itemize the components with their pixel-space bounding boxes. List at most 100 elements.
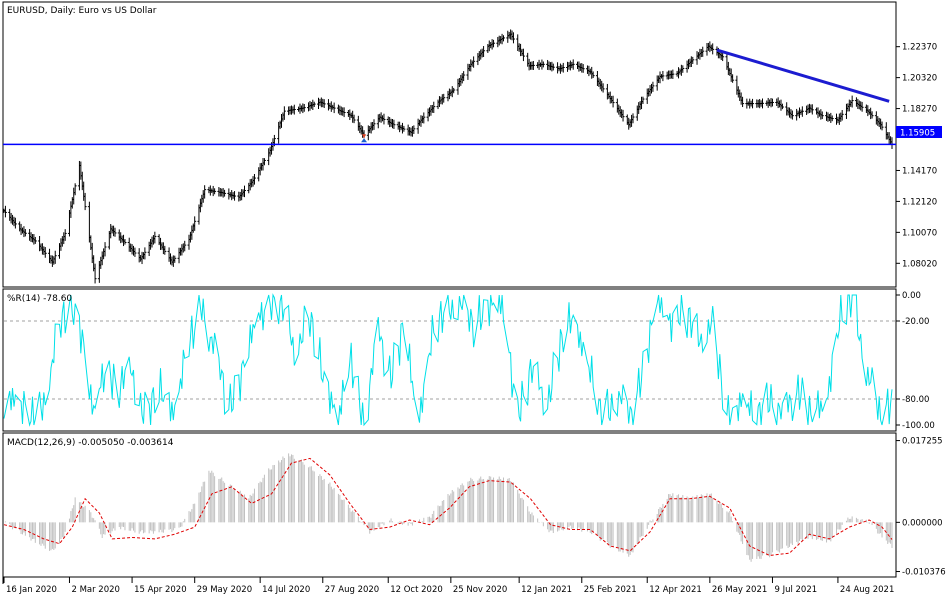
price-bar — [282, 106, 286, 120]
price-bar — [73, 183, 77, 196]
price-tick: 1.14170 — [896, 166, 937, 176]
price-tick-label: 1.20320 — [902, 74, 937, 84]
price-bar — [203, 185, 207, 199]
price-bar — [701, 46, 705, 57]
williams-label: %R(14) -78.60 — [7, 294, 72, 304]
time-tick-label: 27 Aug 2020 — [325, 585, 379, 595]
price-bar — [103, 242, 107, 257]
price-bar — [442, 93, 446, 103]
price-bar — [870, 111, 874, 119]
price-axis: 1.22370 1.20320 1.18270 1.14170 1.12120 1.100… — [896, 43, 937, 269]
price-bar — [173, 255, 177, 263]
trade-marker — [361, 134, 368, 143]
time-tick: 12 Apr 2021 — [646, 577, 702, 595]
time-tick: 29 May 2020 — [194, 577, 252, 595]
time-tick: 2 Mar 2020 — [68, 577, 120, 595]
time-tick-label: 12 Apr 2021 — [649, 585, 702, 595]
price-bar — [143, 247, 147, 260]
time-tick-label: 12 Jan 2021 — [521, 585, 572, 595]
williams-tick: -100.00 — [896, 421, 935, 431]
price-bar — [571, 59, 575, 70]
price-bar — [631, 113, 635, 124]
price-bar — [83, 192, 87, 211]
macd-tick-label: -0.010376 — [902, 568, 946, 578]
price-bar — [252, 174, 256, 185]
price-bar — [741, 96, 745, 108]
macd-panel — [2, 432, 897, 578]
price-bar — [33, 236, 37, 244]
price-bar — [472, 56, 476, 68]
price-tick-label: 1.14170 — [902, 166, 937, 176]
price-bar — [561, 62, 565, 73]
macd-histogram — [4, 453, 893, 562]
time-tick: 24 Aug 2021 — [837, 577, 894, 595]
williams-tick: -20.00 — [896, 317, 929, 327]
macd-signal-line — [3, 457, 893, 557]
price-bar — [611, 95, 615, 108]
price-bar — [621, 109, 625, 122]
price-bar — [402, 125, 406, 132]
price-bar — [820, 111, 824, 120]
price-bar — [800, 106, 804, 117]
williams-levels — [4, 320, 895, 400]
price-bar — [502, 35, 505, 42]
price-bar — [233, 191, 237, 201]
price-bar — [880, 121, 884, 131]
williams-r-line — [3, 293, 893, 427]
price-bar — [183, 240, 187, 252]
time-tick: 15 Apr 2020 — [131, 577, 187, 595]
time-tick-label: 15 Apr 2020 — [134, 585, 187, 595]
price-bar — [731, 74, 735, 83]
williams-axis: 0.00 -20.00 -80.00 -100.00 — [896, 291, 935, 431]
time-tick-label: 14 Jul 2020 — [262, 585, 310, 595]
time-tick: 14 Jul 2020 — [259, 577, 310, 595]
macd-tick-label: 0.000000 — [902, 518, 943, 528]
price-bar — [292, 104, 296, 115]
time-tick-label: 2 Mar 2020 — [71, 585, 119, 595]
price-bar — [113, 227, 117, 237]
williams-tick-label: -100.00 — [902, 421, 935, 431]
price-bar — [780, 103, 784, 110]
arrow-marker-icon — [361, 134, 368, 143]
macd-tick: 0.000000 — [896, 518, 943, 528]
macd-tick: 0.017255 — [896, 437, 943, 447]
price-bar — [322, 99, 326, 109]
time-tick: 26 May 2021 — [709, 577, 767, 595]
price-bar — [243, 185, 246, 198]
price-bar — [193, 216, 197, 231]
macd-label: MACD(12,26,9) -0.005050 -0.003614 — [7, 438, 174, 448]
price-bar — [860, 101, 864, 112]
price-tick: 1.10070 — [896, 228, 937, 238]
time-tick: 25 Nov 2020 — [450, 577, 507, 595]
trendline[interactable] — [716, 48, 890, 103]
price-bar — [23, 229, 27, 237]
time-tick-label: 12 Oct 2020 — [390, 585, 443, 595]
williams-tick-label: -80.00 — [902, 395, 929, 405]
price-bar — [262, 158, 266, 166]
williams-panel — [2, 288, 897, 432]
price-bar — [840, 110, 844, 121]
chart-title: EURUSD, Daily: Euro vs US Dollar — [7, 6, 157, 16]
price-bar — [432, 101, 436, 114]
time-tick-label: 25 Feb 2021 — [584, 585, 637, 595]
price-bar — [541, 61, 545, 68]
time-tick: 12 Oct 2020 — [387, 577, 443, 595]
price-bar — [850, 95, 854, 108]
price-bar — [462, 71, 466, 82]
price-bar — [591, 71, 595, 78]
price-tick-label: 1.22370 — [902, 43, 937, 53]
price-bar — [43, 247, 47, 258]
price-bar — [601, 83, 605, 93]
williams-tick: 0.00 — [896, 291, 921, 301]
price-bar — [153, 231, 157, 244]
price-bar — [511, 32, 515, 44]
price-tick: 1.18270 — [896, 105, 937, 115]
price-bar — [53, 250, 57, 264]
price-bar — [302, 104, 306, 112]
williams-tick-label: -20.00 — [902, 317, 929, 327]
macd-axis: 0.017255 0.000000 -0.010376 — [896, 437, 946, 578]
time-tick: 16 Jan 2020 — [3, 577, 57, 595]
time-tick-label: 25 Nov 2020 — [453, 585, 507, 595]
price-bar — [770, 98, 774, 107]
